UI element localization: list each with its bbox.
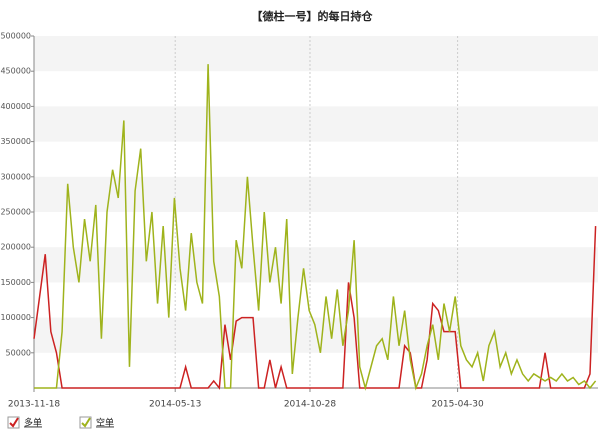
- x-tick-label: 2013-11-18: [8, 400, 61, 410]
- y-tick-label: 350000: [0, 137, 31, 146]
- grid-band: [34, 317, 598, 353]
- y-tick-label: 100000: [0, 313, 31, 322]
- series-line: [34, 64, 597, 391]
- legend-label[interactable]: 多单: [24, 417, 42, 429]
- grid-band: [34, 106, 598, 142]
- grid-band: [34, 176, 598, 212]
- y-tick-label: 450000: [0, 67, 31, 76]
- y-tick-label: 200000: [0, 243, 31, 252]
- x-tick-label: 2014-10-28: [284, 400, 337, 410]
- legend-check[interactable]: [9, 417, 19, 428]
- y-tick-label: 500000: [0, 32, 31, 41]
- x-tick-label: 2014-05-13: [149, 400, 201, 410]
- x-tick-label: 2015-04-30: [431, 400, 484, 410]
- chart-title: 【德柱一号】的每日持仓: [252, 9, 374, 23]
- y-tick-label: 300000: [0, 172, 31, 181]
- grid-band: [34, 247, 598, 283]
- grid-band: [34, 36, 598, 72]
- series-line: [33, 226, 597, 390]
- y-tick-label: 150000: [0, 278, 31, 287]
- y-tick-label: 400000: [0, 102, 31, 111]
- y-tick-label: 50000: [6, 348, 31, 357]
- legend-label[interactable]: 空单: [96, 417, 114, 429]
- legend-checkbox[interactable]: [7, 416, 20, 429]
- legend-checkbox[interactable]: [79, 416, 92, 429]
- y-tick-label: 250000: [0, 208, 31, 217]
- legend-check[interactable]: [81, 417, 91, 428]
